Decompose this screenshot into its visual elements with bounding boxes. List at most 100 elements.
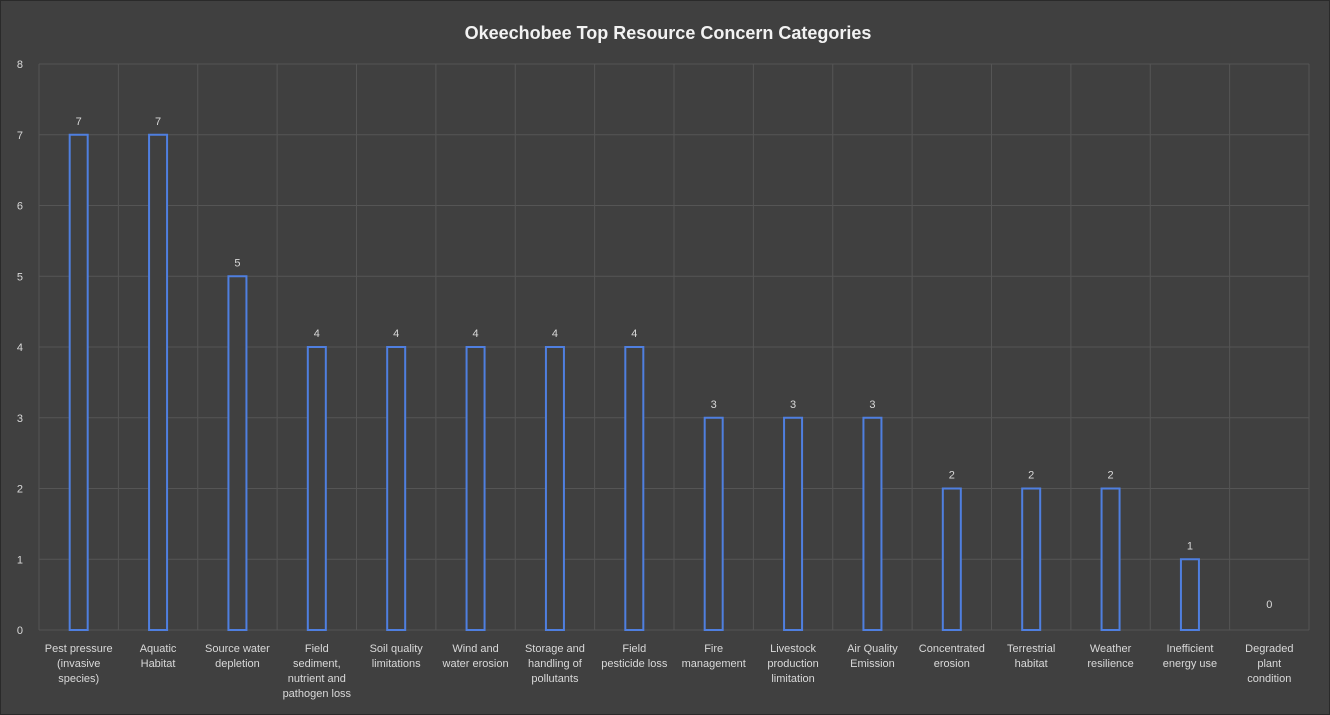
data-label: 7: [155, 116, 161, 128]
x-tick-label-line: Fire: [704, 643, 723, 655]
x-tick-label: Source water depletion: [205, 643, 270, 670]
data-label: 7: [76, 116, 82, 128]
bar: [783, 416, 804, 631]
bars: [68, 133, 1200, 631]
x-tick-label-line: Wind and: [452, 643, 498, 655]
x-tick-label-line: Weather: [1090, 643, 1132, 655]
x-tick-label-line: Inefficient: [1166, 643, 1213, 655]
x-tick-label-line: pesticide loss: [601, 658, 668, 670]
data-label: 2: [1028, 470, 1034, 482]
bar: [386, 346, 407, 631]
data-label: 2: [949, 470, 955, 482]
x-tick-label: Air Quality Emission: [847, 643, 898, 670]
x-tick-label: Weather resilience: [1087, 643, 1133, 670]
x-tick-label-line: Emission: [850, 658, 895, 670]
x-tick-label-line: handling of: [528, 658, 583, 670]
bar: [1179, 558, 1200, 631]
data-label: 4: [631, 328, 637, 340]
x-tick-label-line: Soil quality: [370, 643, 424, 655]
y-tick-label: 2: [17, 484, 23, 496]
bar: [306, 346, 327, 631]
bar: [544, 346, 565, 631]
x-tick-label: Aquatic Habitat: [140, 643, 177, 670]
y-tick-label: 1: [17, 554, 23, 566]
bar: [624, 346, 645, 631]
x-tick-label-line: pollutants: [531, 673, 579, 685]
x-tick-label: Field pesticide loss: [601, 643, 668, 670]
data-label: 4: [473, 328, 479, 340]
x-tick-label-line: limitations: [372, 658, 421, 670]
data-label: 3: [711, 399, 717, 411]
x-tick-label-line: resilience: [1087, 658, 1133, 670]
data-label: 4: [314, 328, 320, 340]
x-tick-label-line: plant: [1257, 658, 1281, 670]
x-tick-label-line: Degraded: [1245, 643, 1293, 655]
y-tick-label: 0: [17, 625, 23, 637]
x-tick-label: Inefficient energy use: [1163, 643, 1217, 670]
chart-title: Okeechobee Top Resource Concern Categori…: [465, 23, 872, 43]
y-tick-label: 8: [17, 59, 23, 71]
x-tick-label-line: erosion: [934, 658, 970, 670]
x-tick-label-line: Source water: [205, 643, 270, 655]
x-tick-label-line: Pest pressure: [45, 643, 113, 655]
x-tick-label-line: sediment,: [293, 658, 341, 670]
x-tick-label-line: production: [767, 658, 818, 670]
bar: [862, 416, 883, 631]
x-tick-label-line: depletion: [215, 658, 260, 670]
x-tick-label-line: Concentrated: [919, 643, 985, 655]
data-labels: 7 7 5 4 4 4 4 4 3 3 3 2 2 2 1 0: [76, 116, 1273, 611]
data-label: 3: [790, 399, 796, 411]
bar: [227, 275, 248, 631]
x-tick-label-line: limitation: [771, 673, 814, 685]
x-tick-label: Fire management: [682, 643, 746, 670]
y-tick-label: 4: [17, 342, 23, 354]
y-tick-label: 7: [17, 130, 23, 142]
x-tick-label-line: (invasive: [57, 658, 100, 670]
x-tick-label-line: management: [682, 658, 746, 670]
x-tick-label-line: Air Quality: [847, 643, 898, 655]
x-tick-label-line: Habitat: [141, 658, 176, 670]
bar: [68, 133, 89, 631]
x-axis-labels: Pest pressure (invasive species) Aquatic Hab…: [45, 643, 1294, 700]
x-tick-label: Soil quality limitations: [370, 643, 424, 670]
x-tick-label-line: Field: [622, 643, 646, 655]
data-label: 3: [869, 399, 875, 411]
x-tick-label-line: habitat: [1015, 658, 1048, 670]
x-tick-label: Concentrated erosion: [919, 643, 985, 670]
bar: [703, 416, 724, 631]
x-tick-label: Storage and handling of pollutants: [525, 643, 585, 685]
x-tick-label-line: condition: [1247, 673, 1291, 685]
x-tick-label-line: Livestock: [770, 643, 816, 655]
x-tick-label: Pest pressure (invasive species): [45, 643, 113, 685]
data-label: 4: [393, 328, 399, 340]
x-tick-label-line: Storage and: [525, 643, 585, 655]
x-tick-label-line: nutrient and: [288, 673, 346, 685]
x-tick-label: Degraded plant condition: [1245, 643, 1293, 685]
bar: [1100, 487, 1121, 631]
x-tick-label-line: pathogen loss: [283, 688, 352, 700]
bar: [148, 133, 169, 631]
y-tick-label: 3: [17, 413, 23, 425]
x-tick-label-line: Aquatic: [140, 643, 177, 655]
bar: [465, 346, 486, 631]
data-label: 0: [1266, 599, 1272, 611]
x-tick-label: Field sediment, nutrient and pathogen loss: [283, 643, 352, 700]
bar: [1021, 487, 1042, 631]
x-tick-label: Terrestrial habitat: [1007, 643, 1055, 670]
y-tick-label: 6: [17, 201, 23, 213]
data-label: 5: [234, 257, 240, 269]
data-label: 1: [1187, 540, 1193, 552]
x-tick-label-line: water erosion: [442, 658, 509, 670]
x-tick-label-line: energy use: [1163, 658, 1217, 670]
y-tick-label: 5: [17, 271, 23, 283]
data-label: 2: [1108, 470, 1114, 482]
x-tick-label-line: Terrestrial: [1007, 643, 1055, 655]
x-tick-label: Livestock production limitation: [767, 643, 818, 685]
bar: [941, 487, 962, 631]
gridlines: [38, 63, 1310, 631]
x-tick-label-line: Field: [305, 643, 329, 655]
data-label: 4: [552, 328, 558, 340]
x-tick-label: Wind and water erosion: [442, 643, 509, 670]
